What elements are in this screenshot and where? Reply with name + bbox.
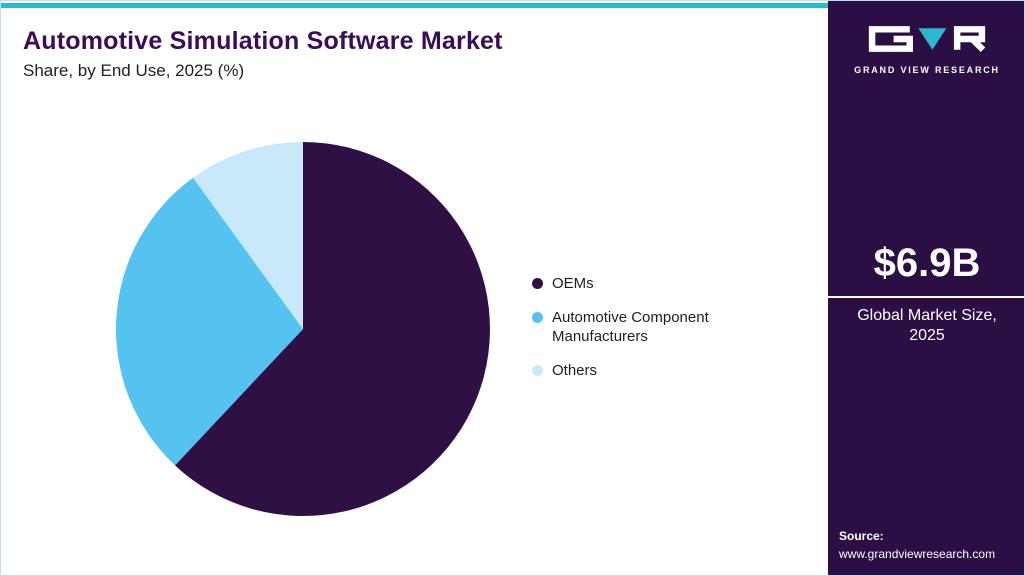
- source-url: www.grandviewresearch.com: [839, 546, 996, 561]
- pie-slice-automotive-component-manufacturers: [115, 177, 303, 466]
- pie-slice-others: [193, 142, 303, 329]
- legend-label-others: Others: [552, 361, 598, 379]
- top-accent-line: [1, 3, 828, 8]
- legend-label-oems: OEMs: [552, 275, 594, 292]
- legend-item-oems: OEMs: [532, 274, 747, 294]
- legend-marker-others: [532, 364, 543, 376]
- chart-area: Automotive Simulation Software Market Sh…: [1, 1, 828, 575]
- pie-slice-oems: [174, 142, 490, 516]
- grandview-logo: GRAND VIEW RESEARCH: [828, 25, 1024, 75]
- sidebar: GRAND VIEW RESEARCH $6.9B Global Market …: [828, 1, 1024, 575]
- legend-item-others: Others: [532, 361, 747, 381]
- market-size-value: $6.9B: [873, 241, 981, 285]
- logo-r-shape: [953, 26, 986, 53]
- market-size-divider: [828, 296, 1024, 298]
- market-size-block: $6.9B Global Market Size, 2025: [828, 241, 1024, 346]
- source-block: Source: www.grandviewresearch.com: [839, 528, 995, 563]
- legend-label-component-manufacturers: Automotive Component Manufacturers: [552, 308, 709, 346]
- grandview-logo-mark: [868, 26, 986, 53]
- page-subtitle: Share, by End Use, 2025 (%): [23, 61, 245, 80]
- logo-v-shape: [918, 28, 947, 50]
- page-title: Automotive Simulation Software Market: [23, 27, 503, 55]
- pie-chart: [115, 142, 490, 516]
- logo-g-shape: [868, 26, 913, 52]
- logo-text: GRAND VIEW RESEARCH: [854, 65, 1000, 75]
- legend-item-component-manufacturers: Automotive Component Manufacturers: [532, 308, 747, 347]
- legend-marker-oems: [532, 278, 543, 289]
- chart-legend: OEMs Automotive Component Manufacturers …: [532, 274, 747, 394]
- source-label: Source:: [839, 529, 884, 544]
- market-size-label: Global Market Size, 2025: [857, 307, 997, 344]
- legend-marker-component-manufacturers: [532, 311, 543, 323]
